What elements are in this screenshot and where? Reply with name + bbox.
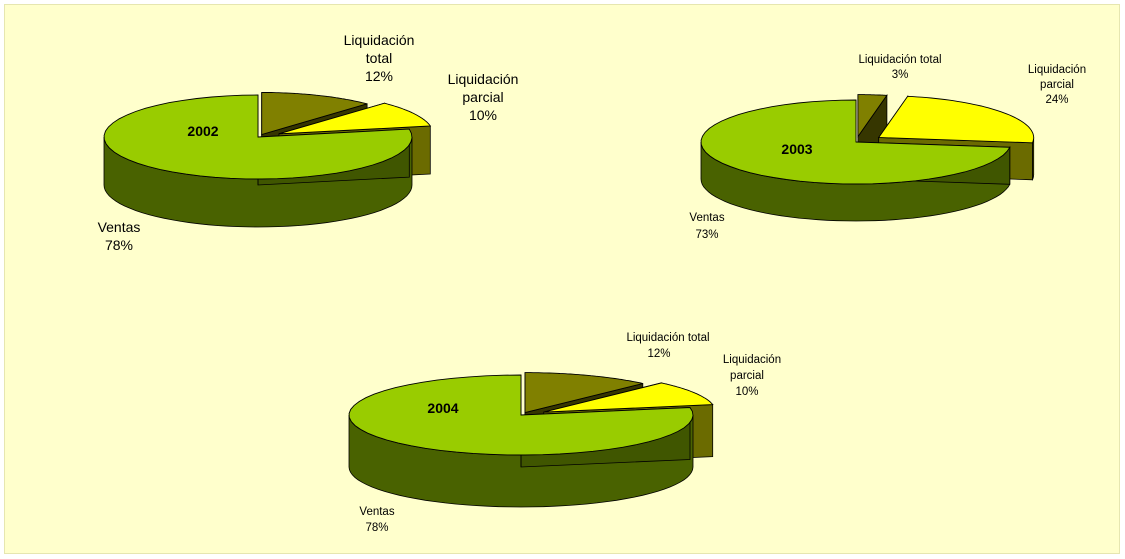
chart-2003-slice-2-top [700,99,1011,185]
chart-2002-total-label-line1: Liquidación [344,32,415,48]
chart-2003-title: 2003 [781,141,812,157]
chart-2003-ventas-percent: 73% [695,229,718,241]
chart-2004-slice-2-top [348,374,694,456]
chart-2002-total-label-line2: total [366,50,392,66]
chart-2004-ventas-label: Ventas [359,506,394,518]
chart-2003-slice-0-top [857,94,888,139]
chart-2004-ventas-percent: 78% [365,522,388,534]
chart-2002-title: 2002 [187,123,218,139]
chart-2002-total-percent: 12% [365,68,393,84]
chart-2002-ventas-percent: 78% [105,237,133,253]
chart-2003-parcial-percent: 24% [1045,94,1068,106]
chart-2004-total-label: Liquidación total [626,332,709,344]
chart-2004-parcial-label-line1: Liquidación [723,354,781,366]
chart-2004-total-percent: 12% [647,348,670,360]
chart-2003-parcial-label-line1: Liquidación [1028,64,1086,76]
pie-charts: 2002 Liquidación total 12% Liquidación p… [98,32,1087,534]
pie-slices-group [103,92,1035,508]
chart-2002-parcial-label-line1: Liquidación [448,71,519,87]
chart-2003-total-label: Liquidación total [858,54,941,66]
chart-2003-ventas-label: Ventas [689,212,724,224]
chart-2004-parcial-percent: 10% [735,386,758,398]
chart-2003-total-percent: 3% [892,69,909,81]
chart-2002-ventas-label: Ventas [98,219,141,235]
chart-2004-slice-0-top [524,372,643,414]
chart-2003-parcial-label-line2: parcial [1040,79,1074,91]
chart-2004-slice-1-top [543,382,714,413]
chart-2004-title: 2004 [427,400,458,416]
chart-area: 2002 Liquidación total 12% Liquidación p… [4,4,1120,554]
chart-2004-parcial-label-line2: parcial [730,370,764,382]
chart-2002-parcial-label-line2: parcial [462,89,503,105]
chart-2002-slice-2-top [103,94,413,180]
chart-2003-slice-1-top [877,95,1035,144]
chart-2002-slice-1-top [278,102,432,135]
chart-2002-slice-0-top [261,92,368,136]
chart-2002-parcial-percent: 10% [469,107,497,123]
